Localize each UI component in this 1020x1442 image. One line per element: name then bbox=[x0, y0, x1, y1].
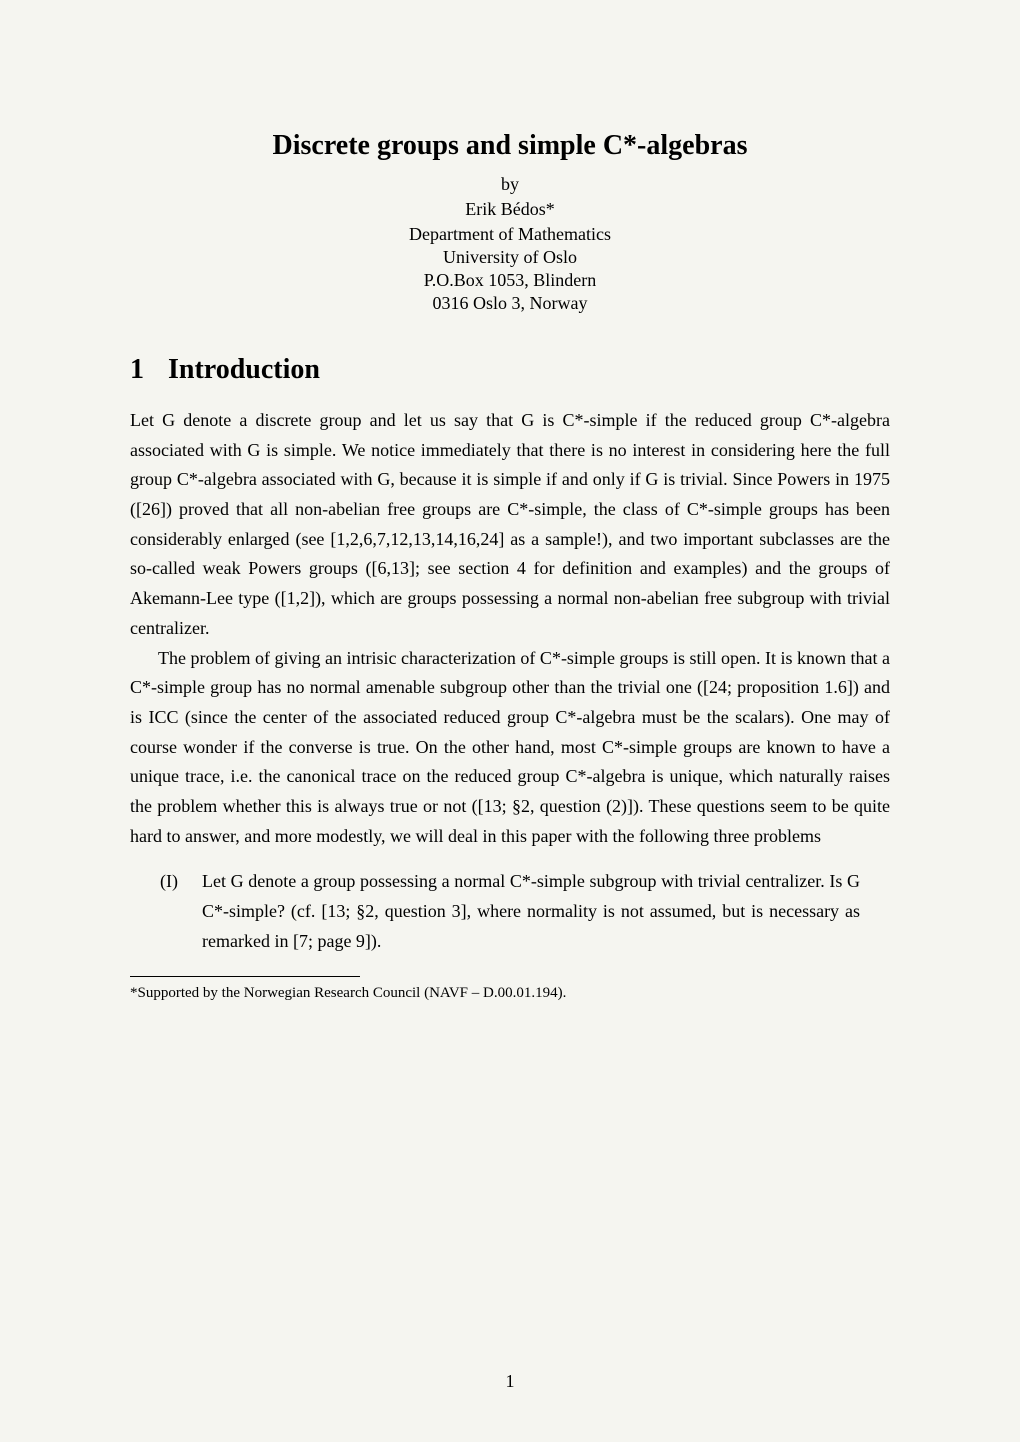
problem-item: (I) Let G denote a group possessing a no… bbox=[160, 867, 860, 956]
affiliation-pobox: P.O.Box 1053, Blindern bbox=[130, 270, 890, 291]
section-header: 1 Introduction bbox=[130, 354, 890, 386]
paragraph-2: The problem of giving an intrisic charac… bbox=[130, 644, 890, 852]
author-name: Erik Bédos* bbox=[130, 199, 890, 220]
footnote: *Supported by the Norwegian Research Cou… bbox=[130, 983, 890, 1004]
affiliation-dept: Department of Mathematics bbox=[130, 224, 890, 245]
paper-title: Discrete groups and simple C*-algebras bbox=[130, 130, 890, 162]
section-title: Introduction bbox=[168, 354, 320, 385]
section-number: 1 bbox=[130, 354, 144, 386]
byline: by bbox=[130, 174, 890, 195]
paragraph-1: Let G denote a discrete group and let us… bbox=[130, 406, 890, 644]
problem-label: (I) bbox=[160, 867, 202, 956]
footnote-rule bbox=[130, 976, 360, 977]
problem-text: Let G denote a group possessing a normal… bbox=[202, 867, 860, 956]
page-number: 1 bbox=[506, 1371, 515, 1392]
affiliation-univ: University of Oslo bbox=[130, 247, 890, 268]
affiliation-city: 0316 Oslo 3, Norway bbox=[130, 293, 890, 314]
problem-list: (I) Let G denote a group possessing a no… bbox=[160, 867, 860, 956]
